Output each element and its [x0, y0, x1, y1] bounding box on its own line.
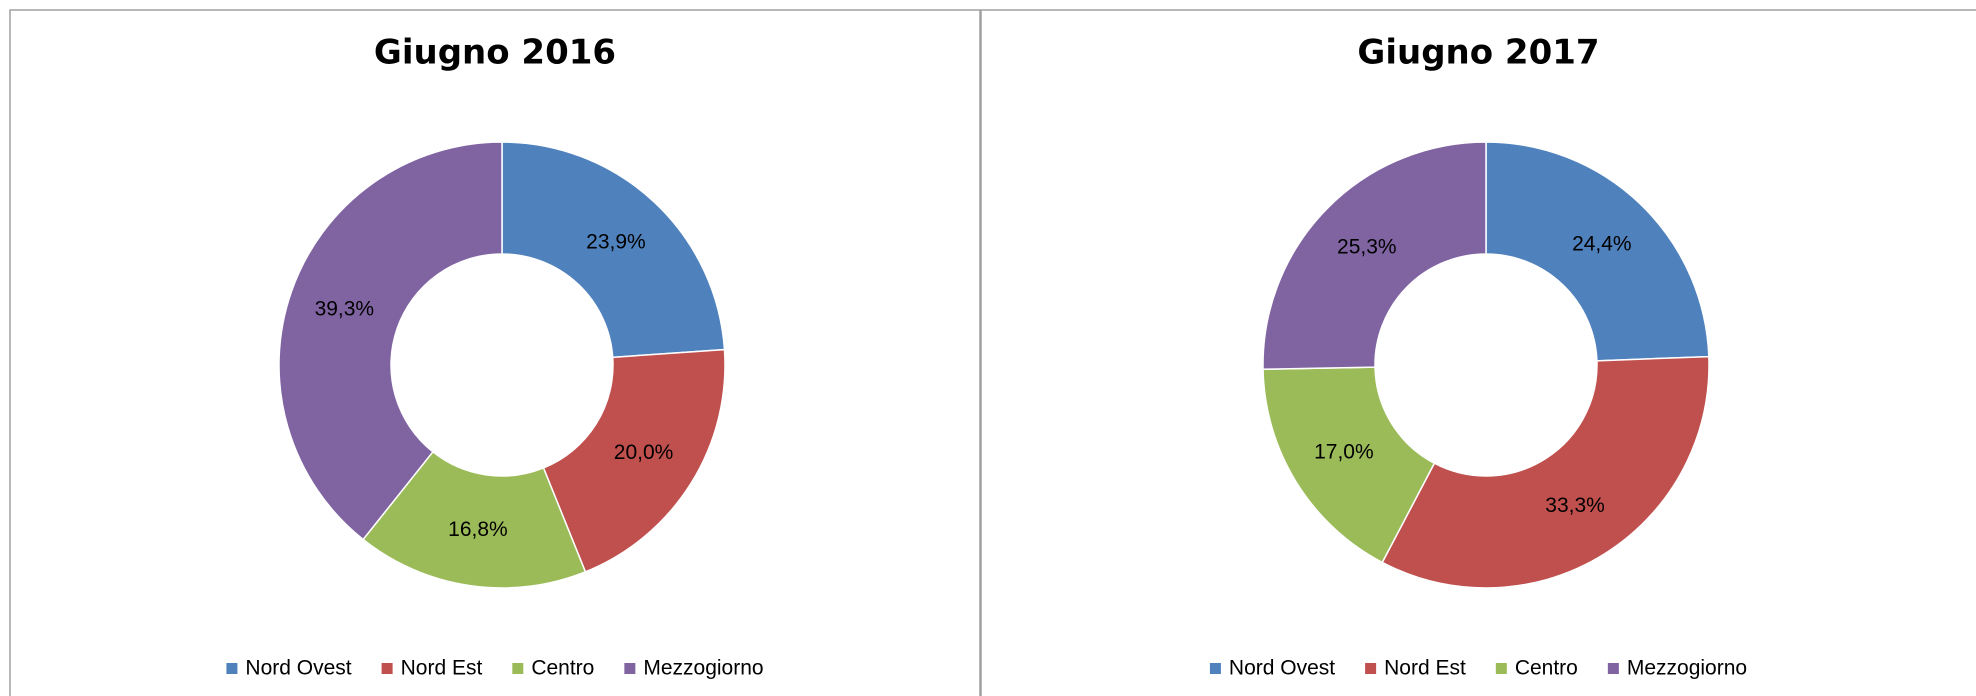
legend-label: Nord Ovest: [245, 657, 351, 680]
donut-slice: [1381, 355, 1710, 589]
legend-label: Mezzogiorno: [643, 657, 763, 680]
data-label: 20,0%: [614, 441, 674, 464]
legend-label: Nord Est: [401, 657, 483, 680]
legend-label: Centro: [1515, 657, 1578, 680]
panel: [9, 9, 981, 696]
legend-swatch: [1365, 663, 1377, 674]
donut-slice: [542, 348, 726, 573]
data-label: 25,3%: [1337, 236, 1397, 259]
legend-label: Nord Est: [1384, 657, 1466, 680]
data-label: 16,8%: [448, 518, 508, 541]
legend-swatch: [512, 663, 524, 674]
data-label: 33,3%: [1545, 494, 1605, 517]
donut-slice: [278, 141, 503, 541]
donut-slice: [1262, 141, 1487, 370]
legend-swatch: [1209, 663, 1221, 674]
donut-slice: [1485, 141, 1710, 362]
data-label: 23,9%: [586, 230, 646, 253]
legend-swatch: [226, 663, 238, 674]
donut-slice: [1262, 366, 1436, 564]
donut-slice: [362, 450, 587, 589]
legend-label: Nord Ovest: [1229, 657, 1335, 680]
donut-slice: [501, 141, 726, 359]
data-label: 17,0%: [1314, 440, 1374, 463]
legend-swatch: [1607, 663, 1619, 674]
chart-title: Giugno 2016: [374, 33, 616, 73]
panel: [980, 9, 1976, 696]
data-label: 39,3%: [315, 297, 375, 320]
legend-label: Mezzogiorno: [1627, 657, 1747, 680]
data-label: 24,4%: [1572, 232, 1632, 255]
chart-title: Giugno 2017: [1357, 33, 1599, 73]
legend-swatch: [1495, 663, 1507, 674]
legend-swatch: [381, 663, 393, 674]
legend-swatch: [624, 663, 636, 674]
legend-label: Centro: [531, 657, 594, 680]
